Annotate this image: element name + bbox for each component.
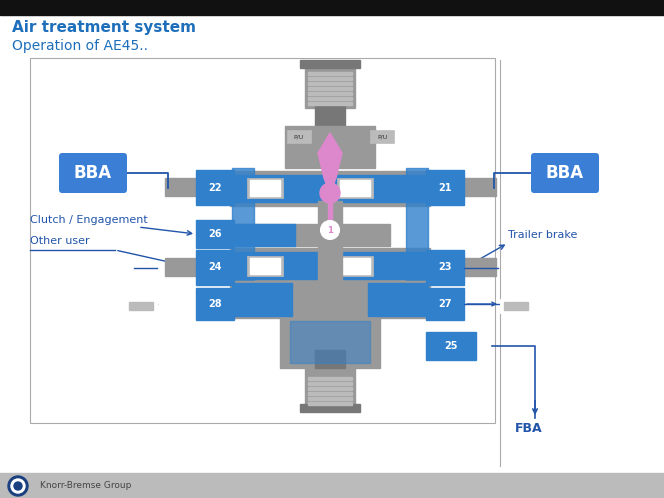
Text: Clutch / Engagement: Clutch / Engagement bbox=[30, 215, 148, 225]
Bar bbox=[305, 366, 355, 408]
Bar bbox=[464, 178, 496, 196]
Bar bbox=[308, 82, 352, 85]
Bar bbox=[504, 302, 528, 310]
Text: FBA: FBA bbox=[515, 421, 542, 434]
Bar bbox=[196, 288, 234, 320]
Bar bbox=[308, 392, 352, 395]
Bar bbox=[318, 201, 342, 226]
Bar bbox=[196, 170, 234, 205]
Bar bbox=[247, 178, 283, 198]
FancyBboxPatch shape bbox=[531, 153, 599, 193]
Bar bbox=[305, 63, 355, 108]
Bar bbox=[250, 180, 280, 196]
Bar bbox=[247, 256, 283, 276]
Text: Knorr-Bremse Group: Knorr-Bremse Group bbox=[40, 482, 131, 491]
Circle shape bbox=[14, 482, 22, 490]
Bar bbox=[30, 58, 495, 423]
Text: 21: 21 bbox=[438, 182, 452, 193]
Text: Other user: Other user bbox=[30, 236, 90, 246]
Bar bbox=[0, 473, 664, 498]
Bar bbox=[235, 175, 325, 202]
Bar bbox=[426, 332, 476, 360]
Bar bbox=[308, 382, 352, 385]
Bar bbox=[337, 178, 373, 198]
Text: 28: 28 bbox=[208, 299, 222, 309]
Bar bbox=[328, 193, 332, 223]
Bar bbox=[308, 77, 352, 80]
Text: 25: 25 bbox=[444, 341, 457, 351]
Bar bbox=[165, 178, 197, 196]
Circle shape bbox=[8, 476, 28, 496]
Bar bbox=[308, 87, 352, 90]
Text: 1: 1 bbox=[327, 226, 333, 235]
Bar bbox=[308, 97, 352, 100]
Text: BBA: BBA bbox=[74, 164, 112, 182]
Bar bbox=[287, 130, 311, 143]
Bar bbox=[285, 126, 375, 168]
Bar bbox=[290, 321, 370, 363]
Text: 22: 22 bbox=[208, 182, 222, 193]
Bar bbox=[426, 250, 464, 285]
Bar bbox=[315, 106, 345, 128]
Circle shape bbox=[320, 183, 340, 203]
Bar bbox=[280, 316, 380, 368]
Circle shape bbox=[11, 479, 25, 493]
Bar bbox=[125, 299, 157, 313]
Text: Air treatment system: Air treatment system bbox=[12, 19, 196, 34]
Bar bbox=[308, 402, 352, 405]
Bar bbox=[196, 220, 234, 248]
Bar bbox=[368, 283, 428, 316]
Text: Trailer brake: Trailer brake bbox=[508, 230, 578, 240]
Bar bbox=[308, 387, 352, 390]
Text: 23: 23 bbox=[438, 262, 452, 272]
Bar bbox=[500, 299, 532, 313]
Bar bbox=[337, 256, 373, 276]
Bar bbox=[225, 224, 295, 246]
Bar bbox=[308, 102, 352, 105]
Bar bbox=[300, 60, 360, 68]
Bar bbox=[406, 168, 428, 283]
Bar bbox=[165, 258, 197, 276]
Bar bbox=[196, 250, 234, 285]
Bar bbox=[235, 252, 325, 279]
Text: Operation of AE45..: Operation of AE45.. bbox=[12, 39, 148, 53]
Text: 26: 26 bbox=[208, 229, 222, 239]
Bar bbox=[335, 252, 425, 279]
Circle shape bbox=[321, 221, 339, 239]
Text: 27: 27 bbox=[438, 299, 452, 309]
Text: P/U: P/U bbox=[294, 134, 304, 139]
Bar bbox=[0, 0, 664, 15]
Bar bbox=[370, 130, 394, 143]
Bar bbox=[129, 302, 153, 310]
Bar bbox=[230, 281, 430, 318]
Text: P/U: P/U bbox=[377, 134, 387, 139]
Bar bbox=[340, 180, 370, 196]
Bar bbox=[230, 224, 390, 246]
Bar bbox=[308, 72, 352, 75]
Bar bbox=[335, 175, 425, 202]
Text: 24: 24 bbox=[208, 262, 222, 272]
Bar bbox=[426, 288, 464, 320]
Bar bbox=[232, 168, 254, 283]
Bar bbox=[250, 258, 280, 274]
Bar bbox=[232, 283, 292, 316]
Text: BBA: BBA bbox=[546, 164, 584, 182]
Bar bbox=[300, 404, 360, 412]
Bar bbox=[230, 248, 430, 283]
FancyBboxPatch shape bbox=[59, 153, 127, 193]
Bar bbox=[308, 377, 352, 380]
Bar bbox=[308, 397, 352, 400]
Polygon shape bbox=[318, 133, 342, 193]
Bar bbox=[308, 92, 352, 95]
Bar bbox=[318, 243, 342, 288]
Bar bbox=[340, 258, 370, 274]
Bar bbox=[464, 258, 496, 276]
Bar bbox=[315, 350, 345, 368]
Bar bbox=[426, 170, 464, 205]
Bar bbox=[230, 171, 430, 206]
